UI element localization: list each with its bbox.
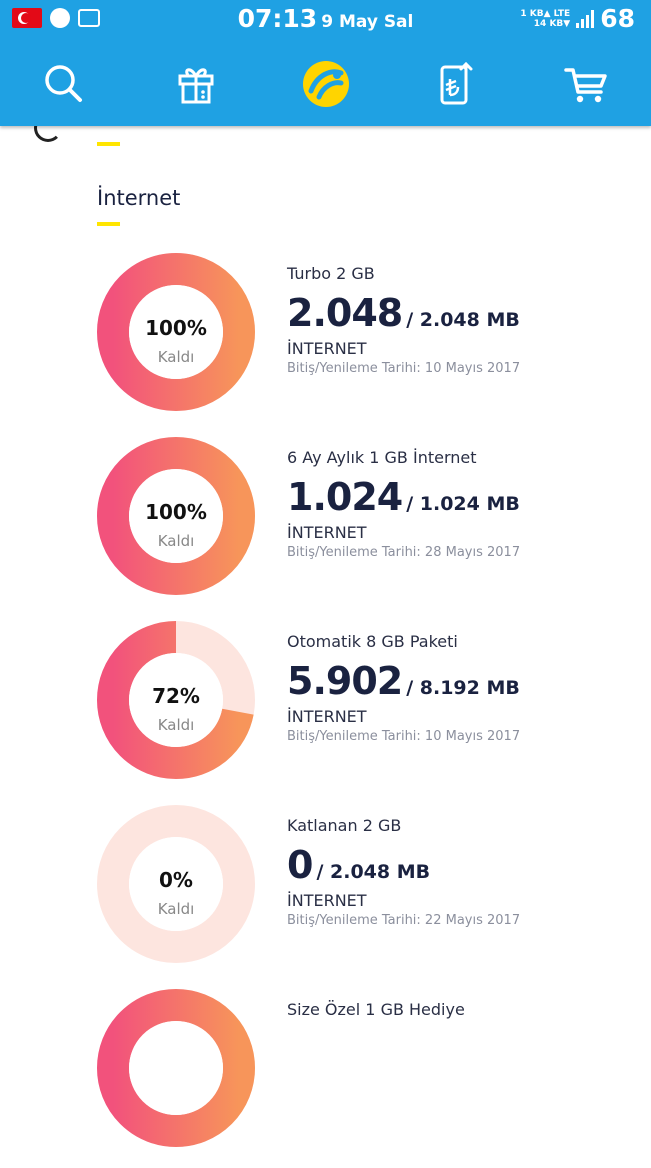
usage-ring xyxy=(97,437,255,595)
package-list[interactable]: İnternet 100% Kaldı Turbo 2 GB 2.048/ 2.… xyxy=(0,114,651,1147)
gift-button[interactable] xyxy=(166,52,226,116)
download-rate: 14 KB▼ xyxy=(533,18,571,29)
usage-ring xyxy=(97,989,255,1147)
remaining-caption: Kaldı xyxy=(157,900,195,918)
section-title-underline xyxy=(97,222,120,226)
section-title: İnternet xyxy=(97,186,181,210)
package-name: Otomatik 8 GB Paketi xyxy=(287,632,458,651)
renewal-date: Bitiş/Yenileme Tarihi: 22 Mayıs 2017 xyxy=(287,913,521,928)
total-amount: / 2.048 MB xyxy=(316,861,431,883)
renewal-date: Bitiş/Yenileme Tarihi: 28 Mayıs 2017 xyxy=(287,545,521,560)
remaining-amount: 0 xyxy=(287,843,313,887)
remaining-caption: Kaldı xyxy=(157,348,195,366)
status-clock: 07:13 9 May Sal xyxy=(0,4,651,33)
package-item[interactable]: 0% Kaldı Katlanan 2 GB 0/ 2.048 MB İNTER… xyxy=(0,804,651,984)
total-amount: / 8.192 MB xyxy=(406,677,520,699)
previous-section-underline xyxy=(97,142,120,146)
network-type: LTE xyxy=(553,8,571,19)
data-rate: 1 KB▲ LTE 14 KB▼ xyxy=(520,9,570,29)
search-icon xyxy=(45,65,82,102)
status-bar: 07:13 9 May Sal 1 KB▲ LTE 14 KB▼ 68 xyxy=(0,0,651,40)
total-amount: / 2.048 MB xyxy=(406,309,520,331)
remaining-amount: 2.048 xyxy=(287,291,403,335)
ring-center xyxy=(129,285,223,379)
brand-logo-icon xyxy=(303,61,349,107)
turkey-flag-icon xyxy=(12,8,42,28)
battery-level: 68 xyxy=(600,4,635,33)
telegram-icon xyxy=(50,8,70,28)
mobile-topup-icon xyxy=(440,61,473,105)
percent-label: 72% xyxy=(152,684,200,708)
ring-track xyxy=(97,805,255,963)
status-right: 1 KB▲ LTE 14 KB▼ 68 xyxy=(520,4,635,33)
package-name: Katlanan 2 GB xyxy=(287,816,402,835)
ring-label: 72% Kaldı xyxy=(96,620,256,780)
ring-center xyxy=(129,1021,223,1115)
usage-ring xyxy=(97,621,255,779)
package-item[interactable]: 72% Kaldı Otomatik 8 GB Paketi 5.902/ 8.… xyxy=(0,620,651,800)
app-header: 07:13 9 May Sal 1 KB▲ LTE 14 KB▼ 68 xyxy=(0,0,651,126)
ring-fill xyxy=(97,437,255,595)
partial-header-icon xyxy=(34,114,62,142)
ring-center xyxy=(129,837,223,931)
search-button[interactable] xyxy=(34,52,94,116)
percent-label: 0% xyxy=(159,868,193,892)
package-info: Otomatik 8 GB Paketi 5.902/ 8.192 MB İNT… xyxy=(287,632,627,744)
percent-label: 100% xyxy=(145,316,207,340)
radio-icon xyxy=(78,9,100,27)
package-info: Katlanan 2 GB 0/ 2.048 MB İNTERNET Bitiş… xyxy=(287,816,627,928)
package-type: İNTERNET xyxy=(287,891,367,910)
signal-icon xyxy=(576,9,595,28)
topup-button[interactable] xyxy=(426,52,486,116)
remaining-amount: 1.024 xyxy=(287,475,403,519)
package-type: İNTERNET xyxy=(287,707,367,726)
gift-icon xyxy=(178,68,214,104)
status-date: 9 May Sal xyxy=(321,12,414,32)
package-info: Turbo 2 GB 2.048/ 2.048 MB İNTERNET Biti… xyxy=(287,264,627,376)
usage-ring xyxy=(97,805,255,963)
renewal-date: Bitiş/Yenileme Tarihi: 10 Mayıs 2017 xyxy=(287,361,521,376)
ring-fill xyxy=(97,621,255,779)
ring-fill xyxy=(97,253,255,411)
package-type: İNTERNET xyxy=(287,339,367,358)
renewal-date: Bitiş/Yenileme Tarihi: 10 Mayıs 2017 xyxy=(287,729,521,744)
status-time: 07:13 xyxy=(237,4,318,33)
cart-button[interactable] xyxy=(556,52,616,116)
upload-rate: 1 KB▲ xyxy=(520,8,551,19)
package-type: İNTERNET xyxy=(287,523,367,542)
status-left-icons xyxy=(12,8,100,28)
package-info: 6 Ay Aylık 1 GB İnternet 1.024/ 1.024 MB… xyxy=(287,448,627,560)
total-amount: / 1.024 MB xyxy=(406,493,520,515)
ring-label: 0% Kaldı xyxy=(96,804,256,964)
package-name: 6 Ay Aylık 1 GB İnternet xyxy=(287,448,477,467)
percent-label: 100% xyxy=(145,500,207,524)
home-logo-button[interactable] xyxy=(296,52,356,116)
package-name: Turbo 2 GB xyxy=(287,264,375,283)
package-info: Size Özel 1 GB Hediye xyxy=(287,1000,627,1019)
ring-center xyxy=(129,653,223,747)
cart-icon xyxy=(564,62,607,103)
remaining-amount: 5.902 xyxy=(287,659,403,703)
usage-ring xyxy=(97,253,255,411)
package-item[interactable]: 100% Kaldı Turbo 2 GB 2.048/ 2.048 MB İN… xyxy=(0,252,651,432)
package-name: Size Özel 1 GB Hediye xyxy=(287,1000,465,1019)
remaining-caption: Kaldı xyxy=(157,716,195,734)
ring-center xyxy=(129,469,223,563)
ring-label: 100% Kaldı xyxy=(96,436,256,596)
top-nav xyxy=(0,52,651,116)
package-item[interactable]: 100% Kaldı 6 Ay Aylık 1 GB İnternet 1.02… xyxy=(0,436,651,616)
remaining-caption: Kaldı xyxy=(157,532,195,550)
package-item[interactable]: Size Özel 1 GB Hediye xyxy=(0,988,651,1168)
ring-label: 100% Kaldı xyxy=(96,252,256,412)
